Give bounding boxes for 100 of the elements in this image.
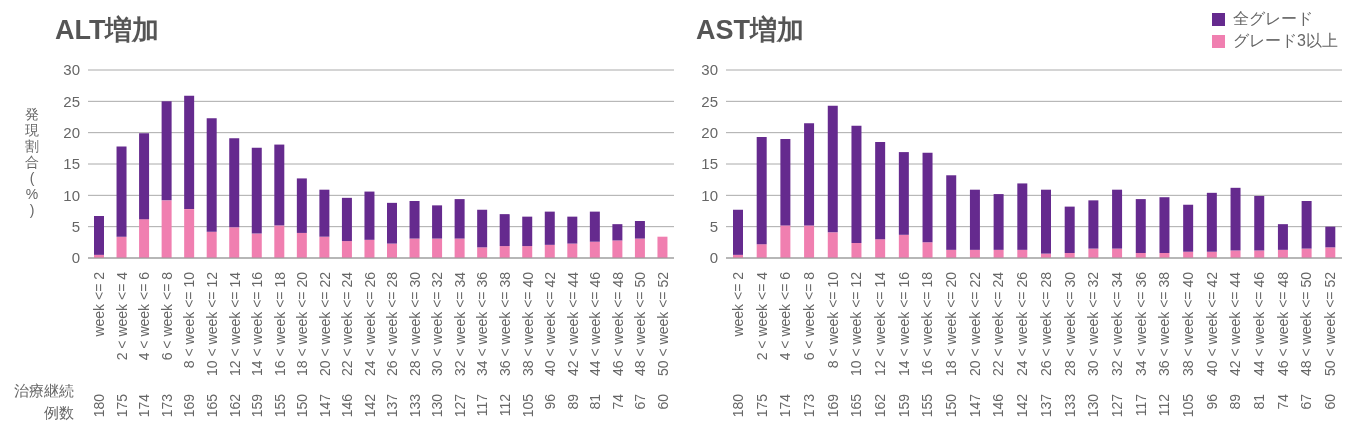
text: 174	[136, 393, 153, 418]
bar	[477, 209, 488, 248]
x-tick-label: 6 < week <= 8	[158, 271, 175, 361]
text: 162	[872, 393, 888, 418]
chart-title: ALT増加	[55, 14, 160, 47]
bar	[780, 225, 791, 258]
text: 147	[316, 393, 333, 418]
x-tick-label: 26 < week <= 28	[384, 271, 401, 376]
text: 174	[777, 393, 794, 418]
bar	[946, 175, 957, 250]
y-tick-label: 5	[71, 217, 80, 235]
x-tick-label: 14 < week <= 16	[895, 271, 912, 376]
y-tick-label: 25	[701, 92, 718, 110]
text: 96	[1203, 393, 1220, 410]
text: 175	[753, 393, 770, 418]
x-tick-label: 44 < week <= 46	[587, 271, 604, 376]
text: 89	[564, 393, 581, 410]
text: 96	[542, 393, 559, 410]
x-tick-label: 32 < week <= 34	[1108, 271, 1125, 376]
bar	[94, 216, 104, 255]
text: 175	[113, 393, 130, 418]
x-tick-label: 16 < week <= 18	[919, 271, 936, 376]
x-tick-label: 18 < week <= 20	[294, 271, 311, 376]
bar	[184, 95, 195, 210]
text: 60	[654, 393, 671, 410]
bar	[1064, 206, 1075, 253]
x-tick-label: 40 < week <= 42	[1203, 271, 1220, 376]
text: 180	[91, 393, 108, 418]
bar	[589, 211, 600, 242]
x-tick-label: 38 < week <= 40	[519, 271, 536, 376]
text: 137	[1037, 393, 1054, 418]
text: 74	[1274, 393, 1291, 410]
bar	[1254, 250, 1265, 258]
bar	[364, 239, 375, 258]
bar	[898, 152, 909, 235]
bar	[1183, 204, 1194, 252]
bar	[522, 246, 533, 258]
x-tick-label: 46 < week <= 48	[1274, 271, 1291, 376]
bar	[969, 189, 980, 250]
bar	[364, 191, 375, 240]
x-tick-label: 28 < week <= 30	[406, 271, 423, 376]
text: 74	[609, 393, 626, 410]
text: 127	[451, 393, 468, 418]
bar	[567, 216, 578, 244]
bar	[116, 146, 127, 237]
bar	[432, 205, 443, 239]
bar	[499, 246, 510, 258]
text: 81	[587, 393, 604, 410]
y-tick-label: 30	[701, 61, 718, 79]
text: 142	[361, 393, 378, 418]
text: 81	[1251, 393, 1268, 410]
bar	[477, 247, 488, 258]
y-tick-label: 5	[709, 217, 718, 235]
chart-title: AST増加	[696, 14, 804, 47]
y-tick-label: 15	[63, 155, 80, 173]
text: 105	[519, 393, 536, 418]
bar	[1135, 199, 1146, 253]
x-tick-label: 38 < week <= 40	[1180, 271, 1196, 376]
y-tick-label: 20	[701, 123, 718, 141]
x-tick-label: 22 < week <= 24	[339, 271, 356, 376]
bar	[499, 214, 510, 247]
bar	[756, 244, 767, 258]
x-tick-label: 34 < week <= 36	[474, 271, 491, 376]
x-tick-label: 10 < week <= 12	[203, 271, 220, 376]
text: 142	[1014, 393, 1031, 418]
text: 117	[474, 393, 491, 417]
bar	[409, 238, 420, 258]
x-tick-label: 24 < week <= 26	[1014, 271, 1031, 376]
bar	[1088, 200, 1099, 249]
legend-label: 全グレード	[1232, 9, 1315, 29]
bar	[409, 200, 420, 239]
text: 180	[729, 393, 746, 418]
x-tick-label: 30 < week <= 32	[1085, 271, 1102, 376]
text: 112	[496, 393, 513, 417]
x-tick-label: 32 < week <= 34	[451, 271, 468, 376]
bar	[116, 236, 127, 258]
bar	[544, 244, 555, 258]
text: 105	[1180, 393, 1196, 418]
bar	[206, 118, 217, 232]
x-tick-label: 26 < week <= 28	[1037, 271, 1054, 376]
bar	[229, 227, 240, 258]
bar	[432, 238, 443, 258]
x-tick-label: 18 < week <= 20	[943, 271, 960, 376]
text: 159	[249, 393, 266, 418]
bar	[1206, 192, 1217, 252]
bar	[875, 239, 886, 258]
x-tick-label: 6 < week <= 8	[800, 271, 817, 361]
x-tick-label: 22 < week <= 24	[990, 271, 1007, 376]
text: 173	[158, 393, 175, 418]
bar	[454, 199, 465, 239]
x-tick-label: 30 < week <= 32	[429, 271, 446, 376]
bar	[780, 138, 791, 226]
text: 117	[1132, 393, 1149, 417]
bar	[296, 178, 307, 233]
x-tick-label: 24 < week <= 26	[361, 271, 378, 376]
bar	[612, 224, 623, 241]
x-tick-label: 36 < week <= 38	[496, 271, 513, 376]
text: 130	[1085, 393, 1102, 418]
x-tick-label: 40 < week <= 42	[542, 271, 559, 376]
bar	[827, 232, 838, 258]
